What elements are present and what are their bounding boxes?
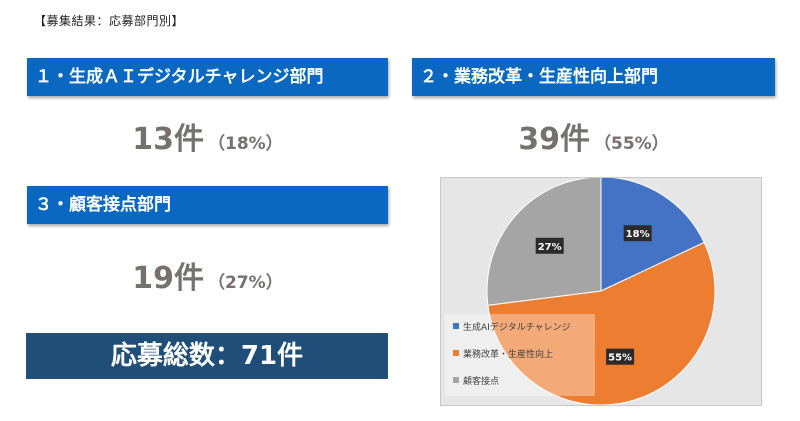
category-3-percent: （27%） <box>208 273 283 293</box>
category-3-count: 19件 （27%） <box>27 253 388 297</box>
svg-text:27%: 27% <box>538 242 562 253</box>
category-2-banner: ２・業務改革・生産性向上部門 <box>412 58 775 96</box>
category-3-banner: ３・顧客接点部門 <box>27 186 388 224</box>
legend-item-2: 業務改革・生産性向上 <box>453 348 553 360</box>
pie-data-label-1: 18% <box>623 225 652 242</box>
svg-text:55%: 55% <box>608 353 632 364</box>
category-1-count: 13件 （18%） <box>27 114 388 158</box>
legend-item-1: 生成AIデジタルチャレンジ <box>453 321 571 333</box>
category-2-count-value: 39件 <box>518 122 591 157</box>
category-1-banner: １・生成ＡＩデジタルチャレンジ部門 <box>27 58 388 96</box>
category-2-percent: （55%） <box>594 134 669 154</box>
svg-text:業務改革・生産性向上: 業務改革・生産性向上 <box>463 348 553 360</box>
pie-data-label-2: 55% <box>606 348 635 365</box>
pie-slice-1 <box>600 178 705 292</box>
category-3-count-value: 19件 <box>132 261 205 296</box>
svg-text:顧客接点: 顧客接点 <box>463 375 499 387</box>
pie-chart-frame: 18% 55% 27% 生成AIデジタルチャレンジ 業務改革・生産性向上 顧客接点 <box>440 177 762 406</box>
total-applications: 応募総数：71件 <box>26 333 388 379</box>
svg-text:生成AIデジタルチャレンジ: 生成AIデジタルチャレンジ <box>463 321 571 333</box>
category-2-count: 39件 （55%） <box>412 114 775 158</box>
category-1-count-value: 13件 <box>132 122 205 157</box>
legend-item-3: 顧客接点 <box>453 375 499 387</box>
pie-slice-2 <box>487 241 716 405</box>
page-title: 【募集結果：応募部門別】 <box>34 14 185 28</box>
pie-data-label-3: 27% <box>535 237 564 254</box>
svg-text:18%: 18% <box>626 229 650 240</box>
category-1-percent: （18%） <box>208 134 283 154</box>
